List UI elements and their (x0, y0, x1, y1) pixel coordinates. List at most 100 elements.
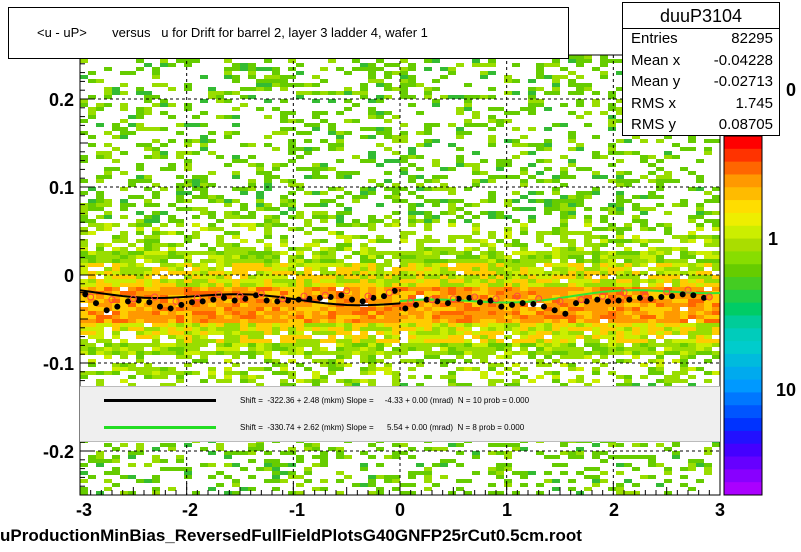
heat-cell (584, 303, 592, 307)
heat-cell (504, 255, 512, 259)
heat-cell (344, 339, 352, 343)
heat-cell (88, 223, 96, 227)
heat-cell (280, 79, 288, 83)
heat-cell (280, 479, 288, 483)
heat-cell (456, 95, 464, 99)
heat-cell (296, 275, 304, 279)
heat-cell (272, 359, 280, 363)
heat-cell (152, 371, 160, 375)
heat-cell (240, 287, 248, 291)
heat-cell (360, 467, 368, 471)
heat-cell (232, 283, 240, 287)
heat-cell (448, 219, 456, 223)
heat-cell (456, 315, 464, 319)
heat-cell (144, 187, 152, 191)
heat-cell (712, 323, 720, 327)
black-point (423, 296, 430, 303)
heat-cell (304, 123, 312, 127)
black-point (370, 294, 377, 301)
heat-cell (464, 491, 472, 495)
heat-cell (144, 239, 152, 243)
heat-cell (128, 311, 136, 315)
heat-cell (584, 195, 592, 199)
heat-cell (112, 299, 120, 303)
heat-cell (384, 87, 392, 91)
heat-cell (712, 443, 720, 447)
heat-cell (168, 311, 176, 315)
heat-cell (144, 155, 152, 159)
heat-cell (352, 307, 360, 311)
heat-cell (448, 283, 456, 287)
heat-cell (632, 283, 640, 287)
heat-cell (208, 451, 216, 455)
heat-cell (248, 75, 256, 79)
heat-cell (408, 483, 416, 487)
heat-cell (120, 307, 128, 311)
red-point (407, 297, 415, 305)
heat-cell (488, 251, 496, 255)
heat-cell (504, 355, 512, 359)
heat-cell (672, 443, 680, 447)
heat-cell (416, 323, 424, 327)
heat-cell (568, 367, 576, 371)
heat-cell (352, 287, 360, 291)
heat-cell (280, 451, 288, 455)
heat-cell (232, 123, 240, 127)
heat-cell (208, 275, 216, 279)
heat-cell (112, 135, 120, 139)
heat-cell (464, 99, 472, 103)
heat-cell (680, 347, 688, 351)
red-point (343, 287, 351, 295)
heat-cell (592, 303, 600, 307)
heat-cell (360, 255, 368, 259)
heat-cell (440, 247, 448, 251)
heat-cell (88, 315, 96, 319)
heat-cell (664, 315, 672, 319)
heat-cell (320, 311, 328, 315)
heat-cell (280, 87, 288, 91)
heat-cell (344, 255, 352, 259)
heat-cell (216, 275, 224, 279)
heat-cell (424, 487, 432, 491)
heat-cell (456, 291, 464, 295)
heat-cell (496, 491, 504, 495)
heat-cell (672, 275, 680, 279)
heat-cell (656, 179, 664, 183)
heat-cell (624, 311, 632, 315)
heat-cell (152, 83, 160, 87)
heat-cell (360, 331, 368, 335)
heat-cell (560, 223, 568, 227)
heat-cell (312, 303, 320, 307)
heat-cell (408, 95, 416, 99)
heat-cell (576, 307, 584, 311)
heat-cell (248, 335, 256, 339)
heat-cell (296, 459, 304, 463)
heat-cell (552, 267, 560, 271)
heat-cell (488, 127, 496, 131)
heat-cell (368, 483, 376, 487)
heat-cell (224, 367, 232, 371)
heat-cell (600, 271, 608, 275)
heat-cell (696, 343, 704, 347)
heat-cell (312, 251, 320, 255)
heat-cell (520, 227, 528, 231)
heat-cell (488, 191, 496, 195)
heat-cell (648, 291, 656, 295)
heat-cell (488, 271, 496, 275)
red-point (364, 292, 372, 300)
heat-cell (416, 471, 424, 475)
heat-cell (648, 239, 656, 243)
heat-cell (560, 463, 568, 467)
heat-cell (184, 263, 192, 267)
heat-cell (504, 323, 512, 327)
heat-cell (80, 323, 88, 327)
heat-cell (664, 447, 672, 451)
heat-cell (168, 351, 176, 355)
heat-cell (312, 227, 320, 231)
heat-cell (504, 291, 512, 295)
heat-cell (648, 251, 656, 255)
heat-cell (160, 323, 168, 327)
heat-cell (344, 307, 352, 311)
heat-cell (176, 199, 184, 203)
heat-cell (104, 351, 112, 355)
